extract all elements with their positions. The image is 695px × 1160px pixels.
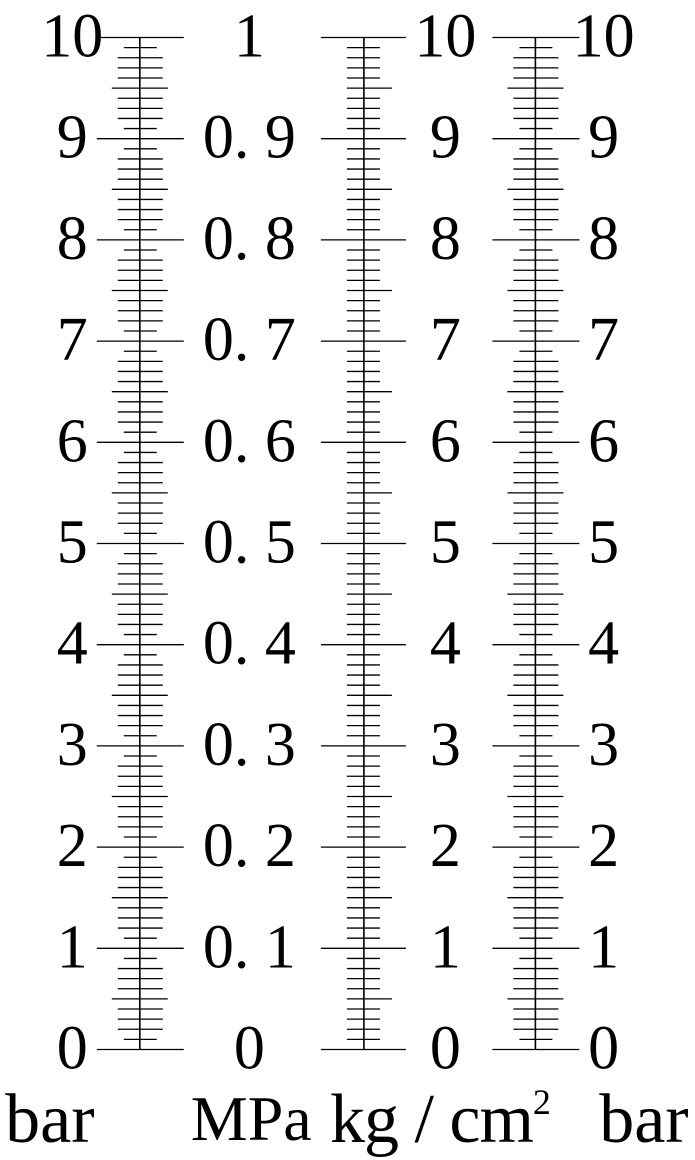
svg-text:8: 8 xyxy=(430,205,461,273)
svg-text:9: 9 xyxy=(430,104,461,172)
svg-text:7: 7 xyxy=(57,306,88,374)
svg-text:6: 6 xyxy=(57,407,88,475)
svg-text:5: 5 xyxy=(430,509,461,577)
svg-text:1: 1 xyxy=(588,913,619,981)
svg-text:10: 10 xyxy=(573,3,635,71)
svg-text:0. 1: 0. 1 xyxy=(203,913,296,981)
svg-text:MPa: MPa xyxy=(191,1083,312,1154)
svg-text:0: 0 xyxy=(430,1015,461,1083)
svg-text:4: 4 xyxy=(588,610,619,678)
svg-text:0. 4: 0. 4 xyxy=(203,610,296,678)
svg-text:3: 3 xyxy=(588,711,619,779)
svg-text:8: 8 xyxy=(57,205,88,273)
svg-text:5: 5 xyxy=(57,509,88,577)
svg-text:4: 4 xyxy=(57,610,88,678)
svg-text:2: 2 xyxy=(57,812,88,880)
svg-text:0. 6: 0. 6 xyxy=(203,407,296,475)
svg-text:3: 3 xyxy=(57,711,88,779)
svg-text:0. 2: 0. 2 xyxy=(203,812,296,880)
svg-text:0. 7: 0. 7 xyxy=(203,306,296,374)
svg-text:9: 9 xyxy=(588,104,619,172)
svg-text:7: 7 xyxy=(430,306,461,374)
svg-text:10: 10 xyxy=(41,3,103,71)
svg-text:1: 1 xyxy=(430,913,461,981)
svg-text:9: 9 xyxy=(57,104,88,172)
svg-text:10: 10 xyxy=(414,3,476,71)
svg-text:3: 3 xyxy=(430,711,461,779)
svg-text:1: 1 xyxy=(234,3,265,71)
svg-text:1: 1 xyxy=(57,913,88,981)
svg-text:2: 2 xyxy=(588,812,619,880)
svg-text:0. 8: 0. 8 xyxy=(203,205,296,273)
svg-text:2: 2 xyxy=(430,812,461,880)
svg-text:0: 0 xyxy=(234,1015,265,1083)
svg-text:6: 6 xyxy=(588,407,619,475)
svg-text:0: 0 xyxy=(588,1015,619,1083)
svg-text:bar: bar xyxy=(599,1081,688,1158)
svg-text:kg / cm2: kg / cm2 xyxy=(330,1081,550,1158)
svg-text:6: 6 xyxy=(430,407,461,475)
svg-text:8: 8 xyxy=(588,205,619,273)
svg-text:4: 4 xyxy=(430,610,461,678)
svg-text:0: 0 xyxy=(57,1015,88,1083)
svg-text:0. 9: 0. 9 xyxy=(203,104,296,172)
svg-text:bar: bar xyxy=(5,1081,94,1158)
svg-text:0. 5: 0. 5 xyxy=(203,509,296,577)
svg-text:0. 3: 0. 3 xyxy=(203,711,296,779)
svg-text:7: 7 xyxy=(588,306,619,374)
svg-text:5: 5 xyxy=(588,509,619,577)
